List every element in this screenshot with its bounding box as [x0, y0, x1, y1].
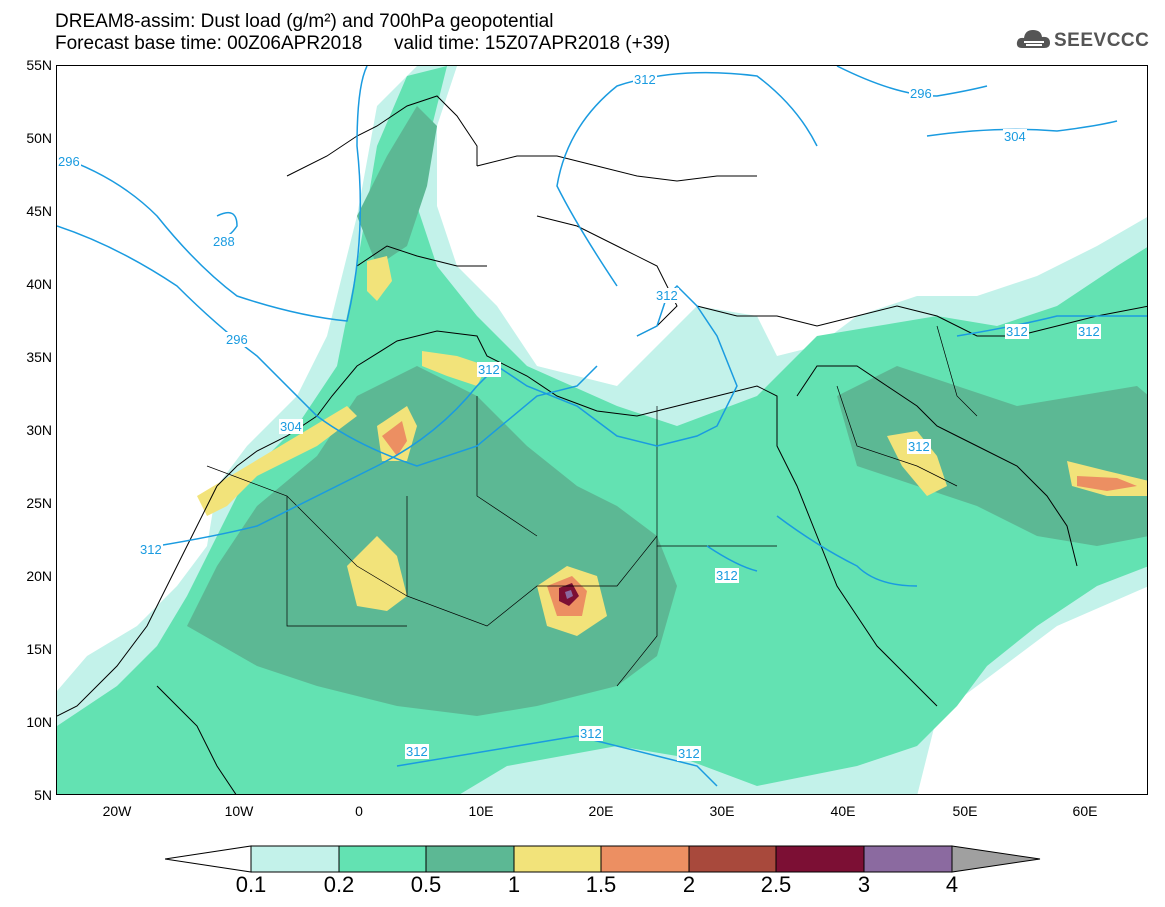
colorbar-high-arrow: [951, 845, 1041, 873]
colorbar-bin: [775, 845, 865, 873]
colorbar-tick: 1: [507, 872, 521, 897]
colorbar-tick: 1.5: [585, 872, 617, 897]
contour-label: 312: [477, 362, 501, 377]
lon-label-20w: 20W: [102, 803, 132, 819]
contour-label: 304: [1003, 129, 1027, 144]
contour-label: 312: [677, 746, 701, 761]
contour-label: 312: [633, 72, 657, 87]
contour-label: 312: [405, 744, 429, 759]
geopotential-contours: [57, 66, 1147, 787]
dust-region-darkgreen-nw: [357, 106, 437, 266]
lat-label-25n: 25N: [26, 495, 52, 511]
lat-label-45n: 45N: [26, 203, 52, 219]
map-title: DREAM8-assim: Dust load (g/m²) and 700hP…: [55, 11, 554, 32]
cloud-icon: [1016, 30, 1050, 48]
dust-region-orange-3: [1077, 476, 1137, 491]
contour-label: 296: [57, 154, 81, 169]
colorbar-bin: [425, 845, 515, 873]
lat-label-30n: 30N: [26, 422, 52, 438]
dust-region-darkgreen-east: [837, 366, 1147, 546]
seevccc-logo: SEEVCCC: [1016, 26, 1156, 54]
map-canvas: [57, 66, 1147, 794]
colorbar-tick: 0.1: [235, 872, 267, 897]
colorbar-tick: 0.5: [410, 872, 442, 897]
dust-region-yellow-3: [347, 536, 407, 611]
colorbar-bin: [863, 845, 953, 873]
colorbar-tick: 3: [857, 872, 871, 897]
colorbar: [164, 844, 1045, 879]
lon-label-0: 0: [355, 803, 363, 819]
colorbar-low-arrow: [164, 845, 252, 873]
colorbar-bin: [513, 845, 602, 873]
lon-label-50e: 50E: [952, 803, 978, 819]
logo-text: SEEVCCC: [1054, 30, 1150, 51]
lat-label-5n: 5N: [34, 787, 52, 803]
contour-label: 312: [1077, 324, 1101, 339]
contour-label: 296: [909, 86, 933, 101]
lat-label-50n: 50N: [26, 130, 52, 146]
colorbar-bin: [600, 845, 690, 873]
country-borders: [206, 325, 978, 687]
dust-region-yellow-7: [367, 256, 392, 301]
colorbar-bin: [338, 845, 427, 873]
lon-label-60e: 60E: [1072, 803, 1098, 819]
lon-label-40e: 40E: [830, 803, 856, 819]
lat-label-15n: 15N: [26, 641, 52, 657]
dust-region-orange-1: [382, 421, 407, 456]
map-subtitle: Forecast base time: 00Z06APR2018 valid t…: [55, 33, 671, 54]
colorbar-bin: [250, 845, 340, 873]
dust-region-yellow-8: [422, 351, 487, 386]
lon-label-10e: 10E: [468, 803, 494, 819]
contour-label: 312: [907, 439, 931, 454]
contour-label: 312: [1005, 324, 1029, 339]
colorbar-tick: 2: [682, 872, 696, 897]
lon-label-30e: 30E: [709, 803, 735, 819]
contour-label: 312: [139, 542, 163, 557]
colorbar-bin: [688, 845, 777, 873]
lat-label-40n: 40N: [26, 276, 52, 292]
dust-map: 296 288 296 304 312 312 296 304 312 312 …: [56, 65, 1148, 795]
colorbar-tick: 0.2: [323, 872, 355, 897]
lat-label-20n: 20N: [26, 568, 52, 584]
contour-label: 312: [655, 288, 679, 303]
lon-label-10w: 10W: [224, 803, 254, 819]
contour-label: 296: [225, 332, 249, 347]
dust-region-yellow-5: [887, 431, 947, 496]
colorbar-tick: 2.5: [760, 872, 792, 897]
colorbar-tick: 4: [945, 872, 959, 897]
colorbar-svg: [164, 845, 1041, 873]
contour-label: 304: [279, 419, 303, 434]
contour-label: 312: [579, 726, 603, 741]
contour-label: 288: [212, 234, 236, 249]
dust-region-purple-core: [565, 590, 573, 599]
contour-label: 312: [715, 568, 739, 583]
dust-region-yellow-1: [197, 406, 357, 516]
lat-label-55n: 55N: [26, 57, 52, 73]
lat-label-10n: 10N: [26, 714, 52, 730]
lat-label-35n: 35N: [26, 349, 52, 365]
lon-label-20e: 20E: [588, 803, 614, 819]
